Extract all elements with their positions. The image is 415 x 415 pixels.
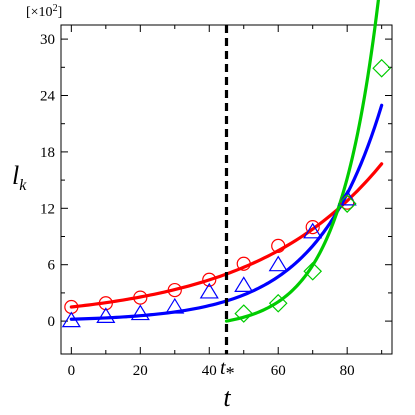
tick-labels: 0 20 40 60 80 0 6 12 18 24 30 xyxy=(40,32,355,379)
series-1-marker xyxy=(337,189,357,206)
y-tick-label: 18 xyxy=(40,145,55,161)
series-1-marker xyxy=(268,255,288,272)
y-axis-title: lk xyxy=(12,161,27,194)
series-2-marker xyxy=(303,261,323,281)
series-markers xyxy=(61,58,392,328)
series-2-marker xyxy=(337,194,357,213)
series-0-marker xyxy=(305,220,320,235)
x-tick-label: 80 xyxy=(340,363,355,379)
series-1-marker xyxy=(303,222,323,239)
series-0-marker xyxy=(98,296,113,311)
x-axis-title: t xyxy=(223,383,231,412)
x-tick-label: 40 xyxy=(202,363,217,379)
ticks xyxy=(61,25,392,354)
series-0-marker xyxy=(167,282,182,298)
series-0-marker xyxy=(133,290,148,305)
series-1-marker xyxy=(165,297,185,314)
series-0-marker xyxy=(202,272,217,287)
series-1-marker xyxy=(234,276,254,292)
series-2-curve xyxy=(224,0,380,323)
series-1-marker xyxy=(61,311,81,328)
x-tick-label: 0 xyxy=(68,363,76,379)
y-tick-label: 24 xyxy=(40,89,56,105)
series-1-marker xyxy=(96,307,116,323)
y-tick-label: 30 xyxy=(40,32,55,48)
x-tick-label: 60 xyxy=(271,363,286,379)
series-1-marker xyxy=(130,304,150,321)
y-tick-label: 6 xyxy=(48,258,56,274)
x-tick-label: 20 xyxy=(133,363,148,379)
series-2-marker xyxy=(268,293,288,313)
series-0-marker xyxy=(271,238,286,253)
series-2-marker xyxy=(372,58,392,78)
series-2-marker xyxy=(234,304,254,323)
y-tick-label: 0 xyxy=(48,314,56,330)
series-1-marker xyxy=(199,282,219,299)
series-0-marker xyxy=(236,256,251,271)
y-multiplier: [×102] xyxy=(26,3,62,20)
threshold-label: t* xyxy=(220,357,235,383)
y-tick-label: 12 xyxy=(40,201,55,217)
